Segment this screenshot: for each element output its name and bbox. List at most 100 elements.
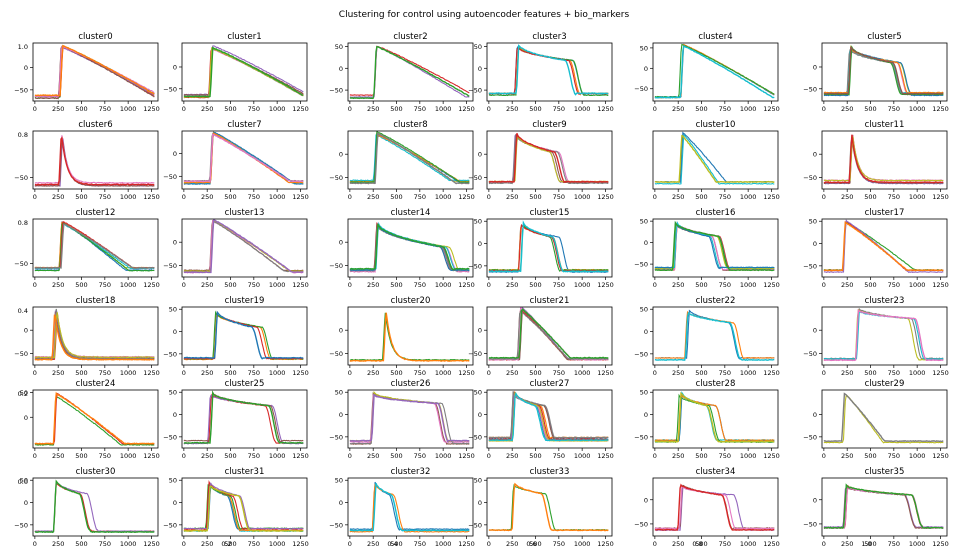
subplot-cluster6: cluster6 0 250 500 750 1000 1250 −50 0.8 <box>14 120 159 201</box>
series-line <box>823 49 944 96</box>
series-line <box>34 223 155 269</box>
x-tick-label: 500 <box>390 452 402 460</box>
series-line <box>349 482 470 532</box>
x-tick-label: 1000 <box>269 452 286 460</box>
x-tick-label: 250 <box>367 193 379 201</box>
axes-frame <box>181 306 308 366</box>
series-line <box>183 132 304 182</box>
x-tick-label: 250 <box>52 281 64 289</box>
x-tick-label: 250 <box>672 369 684 377</box>
x-tick-label: 500 <box>864 193 876 201</box>
x-tick-label: 0 <box>822 540 826 548</box>
y-tick-label: −50 <box>803 174 817 182</box>
axes-frame <box>652 42 779 102</box>
x-tick-label: 0 <box>487 540 491 548</box>
series-line <box>654 309 775 360</box>
series-line <box>349 221 470 273</box>
subplot-cluster30: cluster30 0 250 500 750 1000 1250 −50 0 500.0 <box>14 467 159 548</box>
y-tick-label: 50 <box>809 218 817 226</box>
series-line <box>488 223 609 273</box>
x-tick-label: 500 <box>695 281 707 289</box>
subplot-title: cluster18 <box>76 296 116 306</box>
x-tick-label: 1250 <box>143 369 160 377</box>
x-tick-label: 500 <box>529 193 541 201</box>
x-tick-label: 500 <box>529 369 541 377</box>
series-line <box>488 223 609 272</box>
extra-y-tick-label: 1.0 <box>18 43 28 51</box>
x-tick-label: 500 <box>864 105 876 113</box>
series-line <box>183 485 304 532</box>
x-tick-label: 1000 <box>740 540 757 548</box>
x-tick-label: 1000 <box>574 281 591 289</box>
y-tick-label: −50 <box>634 520 648 528</box>
series-line <box>34 314 155 361</box>
axes-frame <box>652 477 779 537</box>
axes-frame <box>821 389 948 449</box>
series-line <box>34 391 155 445</box>
subplot-title: cluster33 <box>530 467 570 477</box>
y-tick-label: −50 <box>468 262 482 270</box>
extra-x-tick-label: 0.6 <box>526 540 536 548</box>
x-tick-label: 1250 <box>292 369 309 377</box>
y-tick-label: 0 <box>339 239 343 247</box>
x-tick-label: 250 <box>52 452 64 460</box>
series-line <box>183 310 304 360</box>
x-tick-label: 0 <box>487 452 491 460</box>
subplot-title: cluster19 <box>225 296 265 306</box>
x-tick-label: 250 <box>841 452 853 460</box>
y-tick-label: 0 <box>478 411 482 419</box>
series-line <box>823 486 944 530</box>
series-line <box>488 133 609 183</box>
subplot-title: cluster2 <box>393 32 427 42</box>
axes-frame <box>32 42 159 102</box>
x-tick-label: 250 <box>841 540 853 548</box>
y-tick-label: −50 <box>803 520 817 528</box>
x-tick-label: 750 <box>888 281 900 289</box>
y-tick-label: 0 <box>173 63 177 71</box>
axes-frame <box>347 477 474 537</box>
subplot-cluster26: cluster26 0 250 500 750 1000 1250 −50 0 50 <box>329 379 474 460</box>
x-tick-label: 250 <box>52 369 64 377</box>
y-tick-label: 0 <box>24 327 28 335</box>
subplot-cluster10: cluster10 0 250 500 750 1000 1250 <box>652 120 780 201</box>
subplot-title: cluster24 <box>76 379 116 389</box>
x-tick-label: 1000 <box>574 193 591 201</box>
y-tick-label: −50 <box>329 174 343 182</box>
subplot-title: cluster25 <box>225 379 265 389</box>
subplot-cluster16: cluster16 0 250 500 750 1000 1250 −50 0 50 <box>634 208 779 289</box>
x-tick-label: 0 <box>487 369 491 377</box>
series-line <box>34 479 155 534</box>
series-line <box>34 44 155 97</box>
x-tick-label: 750 <box>414 369 426 377</box>
series-line <box>823 134 944 182</box>
series-line <box>349 45 470 97</box>
x-tick-label: 500 <box>224 452 236 460</box>
y-tick-label: 0 <box>173 411 177 419</box>
series-line <box>183 219 304 274</box>
y-tick-label: 50 <box>474 477 482 485</box>
y-tick-label: 50 <box>20 389 28 397</box>
series-line <box>349 393 470 443</box>
x-tick-label: 1000 <box>269 105 286 113</box>
series-line <box>34 312 155 359</box>
series-line <box>183 310 304 360</box>
subplot-title: cluster23 <box>865 296 905 306</box>
series-line <box>183 131 304 184</box>
subplot-cluster31: cluster31 0 250 500 750 1000 1250 −50 0 50 0.2 <box>163 467 308 548</box>
y-tick-label: −50 <box>468 433 482 441</box>
axes-frame <box>181 218 308 278</box>
x-tick-label: 500 <box>390 369 402 377</box>
series-line <box>349 312 470 361</box>
y-tick-label: 0 <box>813 151 817 159</box>
series-line <box>488 307 609 360</box>
subplot-cluster35: cluster35 0 250 500 750 1000 1250 −50 0 1.0 <box>803 467 948 548</box>
x-tick-label: 1000 <box>740 105 757 113</box>
subplot-cluster25: cluster25 0 250 500 750 1000 1250 −50 0 50 <box>163 379 308 460</box>
x-tick-label: 250 <box>367 452 379 460</box>
series-line <box>488 220 609 273</box>
y-tick-label: 0 <box>813 411 817 419</box>
y-tick-label: −50 <box>634 433 648 441</box>
series-line <box>654 310 775 360</box>
y-tick-label: −50 <box>803 85 817 93</box>
x-tick-label: 1000 <box>120 105 137 113</box>
